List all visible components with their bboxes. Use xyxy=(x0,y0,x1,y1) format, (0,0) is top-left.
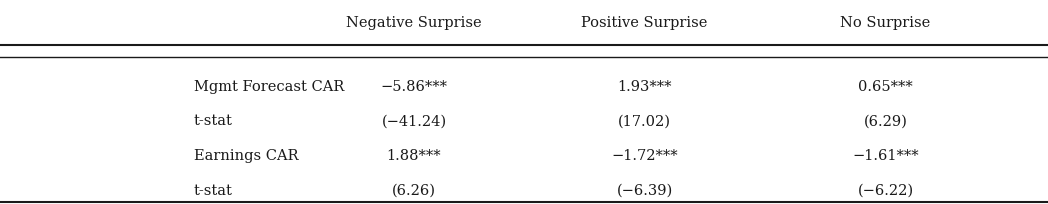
Text: No Surprise: No Surprise xyxy=(840,16,931,30)
Text: 1.93***: 1.93*** xyxy=(617,80,672,94)
Text: t-stat: t-stat xyxy=(194,184,233,198)
Text: Mgmt Forecast CAR: Mgmt Forecast CAR xyxy=(194,80,344,94)
Text: (17.02): (17.02) xyxy=(618,114,671,128)
Text: 1.88***: 1.88*** xyxy=(387,149,441,163)
Text: −5.86***: −5.86*** xyxy=(380,80,447,94)
Text: (−41.24): (−41.24) xyxy=(381,114,446,128)
Text: −1.61***: −1.61*** xyxy=(852,149,919,163)
Text: (6.26): (6.26) xyxy=(392,184,436,198)
Text: (−6.39): (−6.39) xyxy=(616,184,673,198)
Text: t-stat: t-stat xyxy=(194,114,233,128)
Text: Positive Surprise: Positive Surprise xyxy=(582,16,707,30)
Text: (6.29): (6.29) xyxy=(864,114,908,128)
Text: (−6.22): (−6.22) xyxy=(857,184,914,198)
Text: 0.65***: 0.65*** xyxy=(858,80,913,94)
Text: Negative Surprise: Negative Surprise xyxy=(346,16,482,30)
Text: −1.72***: −1.72*** xyxy=(611,149,678,163)
Text: Earnings CAR: Earnings CAR xyxy=(194,149,299,163)
